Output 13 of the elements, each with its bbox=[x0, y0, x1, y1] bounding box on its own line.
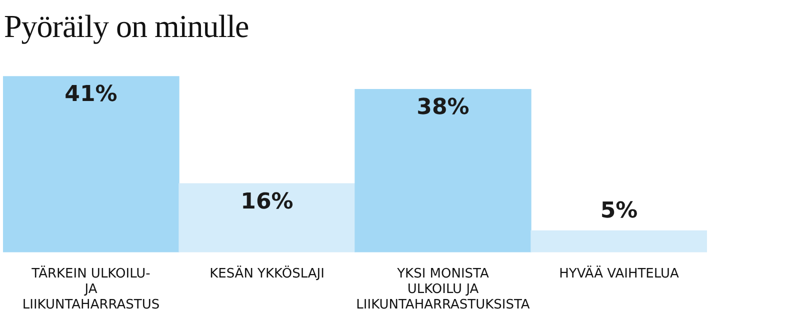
x-tick-label: YKSI MONISTA ULKOILU JA LIIKUNTAHARRASTUKSISTA bbox=[356, 266, 530, 313]
x-tick-label: KESÄN YKKÖSLAJI bbox=[210, 265, 324, 282]
data-label: 41% bbox=[64, 82, 118, 108]
x-tick-label: TÄRKEIN ULKOILU- JA LIIKUNTAHARRASTUS bbox=[22, 265, 160, 313]
bar bbox=[354, 88, 532, 252]
x-tick-label: HYVÄÄ VAIHTELUA bbox=[559, 265, 679, 282]
data-label: 5% bbox=[600, 198, 638, 224]
bar bbox=[3, 76, 180, 252]
data-label: 16% bbox=[240, 189, 294, 214]
data-label: 38% bbox=[416, 95, 470, 120]
chart-title: Pyöräily on minulle bbox=[4, 8, 249, 45]
bar bbox=[178, 183, 356, 252]
bar bbox=[530, 230, 707, 252]
